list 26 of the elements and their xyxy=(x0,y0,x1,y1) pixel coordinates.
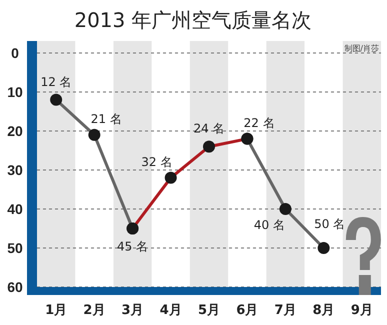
x-tick-label: 1月 xyxy=(45,303,68,318)
x-tick-label: 6月 xyxy=(236,303,258,318)
data-label: 40 名 xyxy=(254,218,285,232)
data-label: 12 名 xyxy=(40,74,72,89)
x-tick-label: 8月 xyxy=(312,303,335,318)
y-tick-label: 20 xyxy=(7,123,23,139)
y-tick-label: 10 xyxy=(7,84,23,100)
data-label: 24 名 xyxy=(193,122,225,136)
x-tick-label: 5月 xyxy=(198,303,220,318)
data-label: 21 名 xyxy=(90,112,122,126)
y-tick-label: 50 xyxy=(7,240,23,256)
y-tick-label: 0 xyxy=(11,45,20,61)
y-tick-label: 40 xyxy=(7,201,23,217)
x-tick-label: 7月 xyxy=(274,303,296,318)
y-tick-label: 30 xyxy=(7,162,23,178)
x-tick-label: 2月 xyxy=(83,303,106,318)
data-label: 32 名 xyxy=(141,154,172,169)
y-tick-label: 60 xyxy=(7,279,23,295)
x-tick-label: 3月 xyxy=(122,303,144,318)
x-tick-label: 4月 xyxy=(160,303,182,318)
data-label: 50 名 xyxy=(314,217,346,231)
x-tick-label: 9月 xyxy=(350,303,373,318)
chart-title: 2013 年广州空气质量名次 xyxy=(74,8,312,32)
data-label: 45 名 xyxy=(117,240,148,254)
data-label: 22 名 xyxy=(244,116,275,130)
annotation: 制图/肖莎 xyxy=(344,44,379,53)
